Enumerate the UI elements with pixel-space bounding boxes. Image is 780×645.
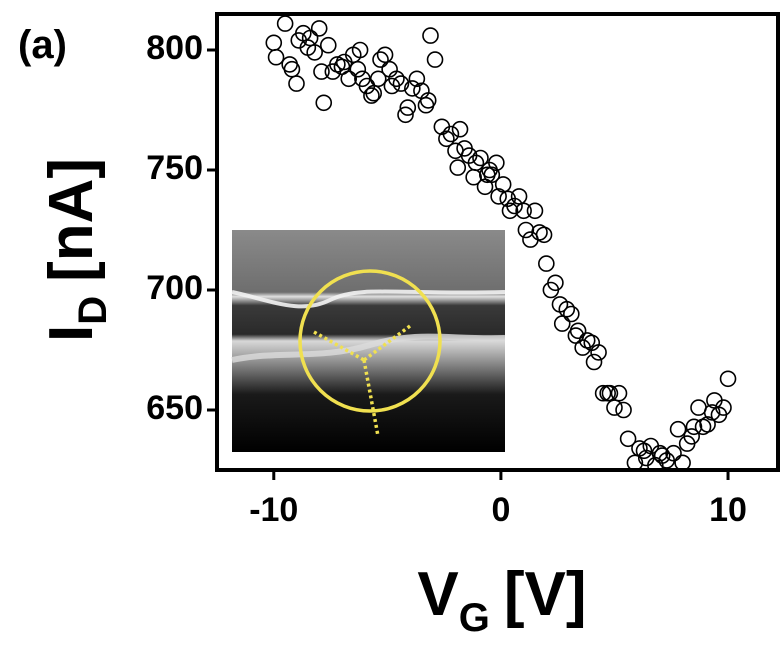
- data-point: [447, 142, 464, 160]
- data-point: [288, 75, 305, 92]
- data-point: [404, 80, 421, 97]
- y-tick-label: 750: [146, 149, 203, 187]
- data-point: [267, 48, 285, 66]
- data-point: [265, 34, 283, 52]
- data-point: [472, 149, 489, 167]
- data-point: [363, 87, 380, 104]
- data-point: [558, 300, 576, 318]
- data-point: [340, 70, 358, 88]
- data-point: [594, 384, 612, 402]
- y-tick-label: 800: [146, 29, 203, 67]
- data-point: [674, 454, 691, 470]
- data-point: [517, 221, 535, 239]
- data-point: [422, 27, 439, 44]
- x-tick-label: 0: [491, 491, 510, 529]
- inset-image: [231, 230, 506, 452]
- x-label-main: V: [417, 560, 458, 629]
- data-point: [488, 154, 505, 172]
- x-label-sub: G: [459, 596, 490, 640]
- data-point: [690, 399, 707, 416]
- data-point: [399, 99, 417, 116]
- data-point: [606, 399, 623, 416]
- data-point: [699, 416, 716, 433]
- data-point: [563, 305, 580, 323]
- data-point: [310, 20, 328, 37]
- axes-frame: [215, 12, 780, 472]
- data-point: [408, 70, 426, 88]
- data-point: [313, 63, 330, 80]
- data-point: [585, 353, 603, 371]
- data-point: [610, 384, 628, 402]
- data-point: [442, 125, 460, 143]
- data-point: [490, 188, 507, 205]
- data-point: [376, 46, 394, 64]
- data-point: [538, 255, 555, 272]
- data-point: [653, 447, 671, 464]
- data-point: [501, 202, 519, 220]
- data-point: [372, 51, 389, 68]
- data-point: [615, 401, 632, 419]
- data-point: [419, 92, 437, 109]
- plot-area: [265, 15, 737, 470]
- panel-label: (a): [18, 23, 67, 67]
- data-point: [467, 154, 485, 172]
- x-tick-label: 10: [709, 491, 747, 529]
- data-point: [392, 75, 410, 92]
- data-point: [703, 404, 721, 421]
- data-point: [526, 202, 544, 220]
- data-point: [306, 44, 323, 61]
- data-point: [351, 41, 369, 59]
- data-point: [388, 70, 405, 88]
- data-point: [349, 60, 367, 78]
- y-tick-label: 650: [146, 389, 203, 427]
- x-label-unit: [V]: [504, 560, 587, 629]
- data-point: [319, 36, 337, 54]
- data-point: [535, 226, 553, 244]
- data-point: [276, 15, 294, 32]
- y-axis-label: ID [nA]: [37, 158, 115, 342]
- y-label-sub: D: [71, 296, 115, 325]
- data-point: [590, 344, 607, 361]
- x-tick-label: -10: [249, 491, 298, 529]
- data-point: [515, 202, 532, 220]
- y-label-main: I: [37, 325, 106, 342]
- data-point: [553, 315, 571, 332]
- data-point: [619, 430, 637, 448]
- data-point: [669, 420, 687, 438]
- data-point: [719, 370, 737, 388]
- data-point: [369, 70, 387, 88]
- y-tick-label: 700: [146, 269, 203, 307]
- x-axis-label: VG [V]: [417, 560, 586, 640]
- data-point: [506, 197, 523, 215]
- data-point: [426, 51, 444, 68]
- data-point: [685, 418, 703, 436]
- data-point: [483, 166, 501, 184]
- data-point: [547, 274, 564, 292]
- data-point: [397, 106, 414, 124]
- data-point: [665, 444, 682, 462]
- data-point: [315, 94, 333, 112]
- data-point: [510, 188, 528, 205]
- y-label-unit: [nA]: [37, 158, 106, 282]
- data-point: [683, 428, 700, 445]
- data-point: [449, 159, 467, 176]
- data-point: [569, 322, 587, 340]
- data-point: [451, 120, 469, 138]
- data-point: [283, 60, 301, 78]
- data-point: [438, 130, 455, 148]
- data-point: [715, 399, 732, 416]
